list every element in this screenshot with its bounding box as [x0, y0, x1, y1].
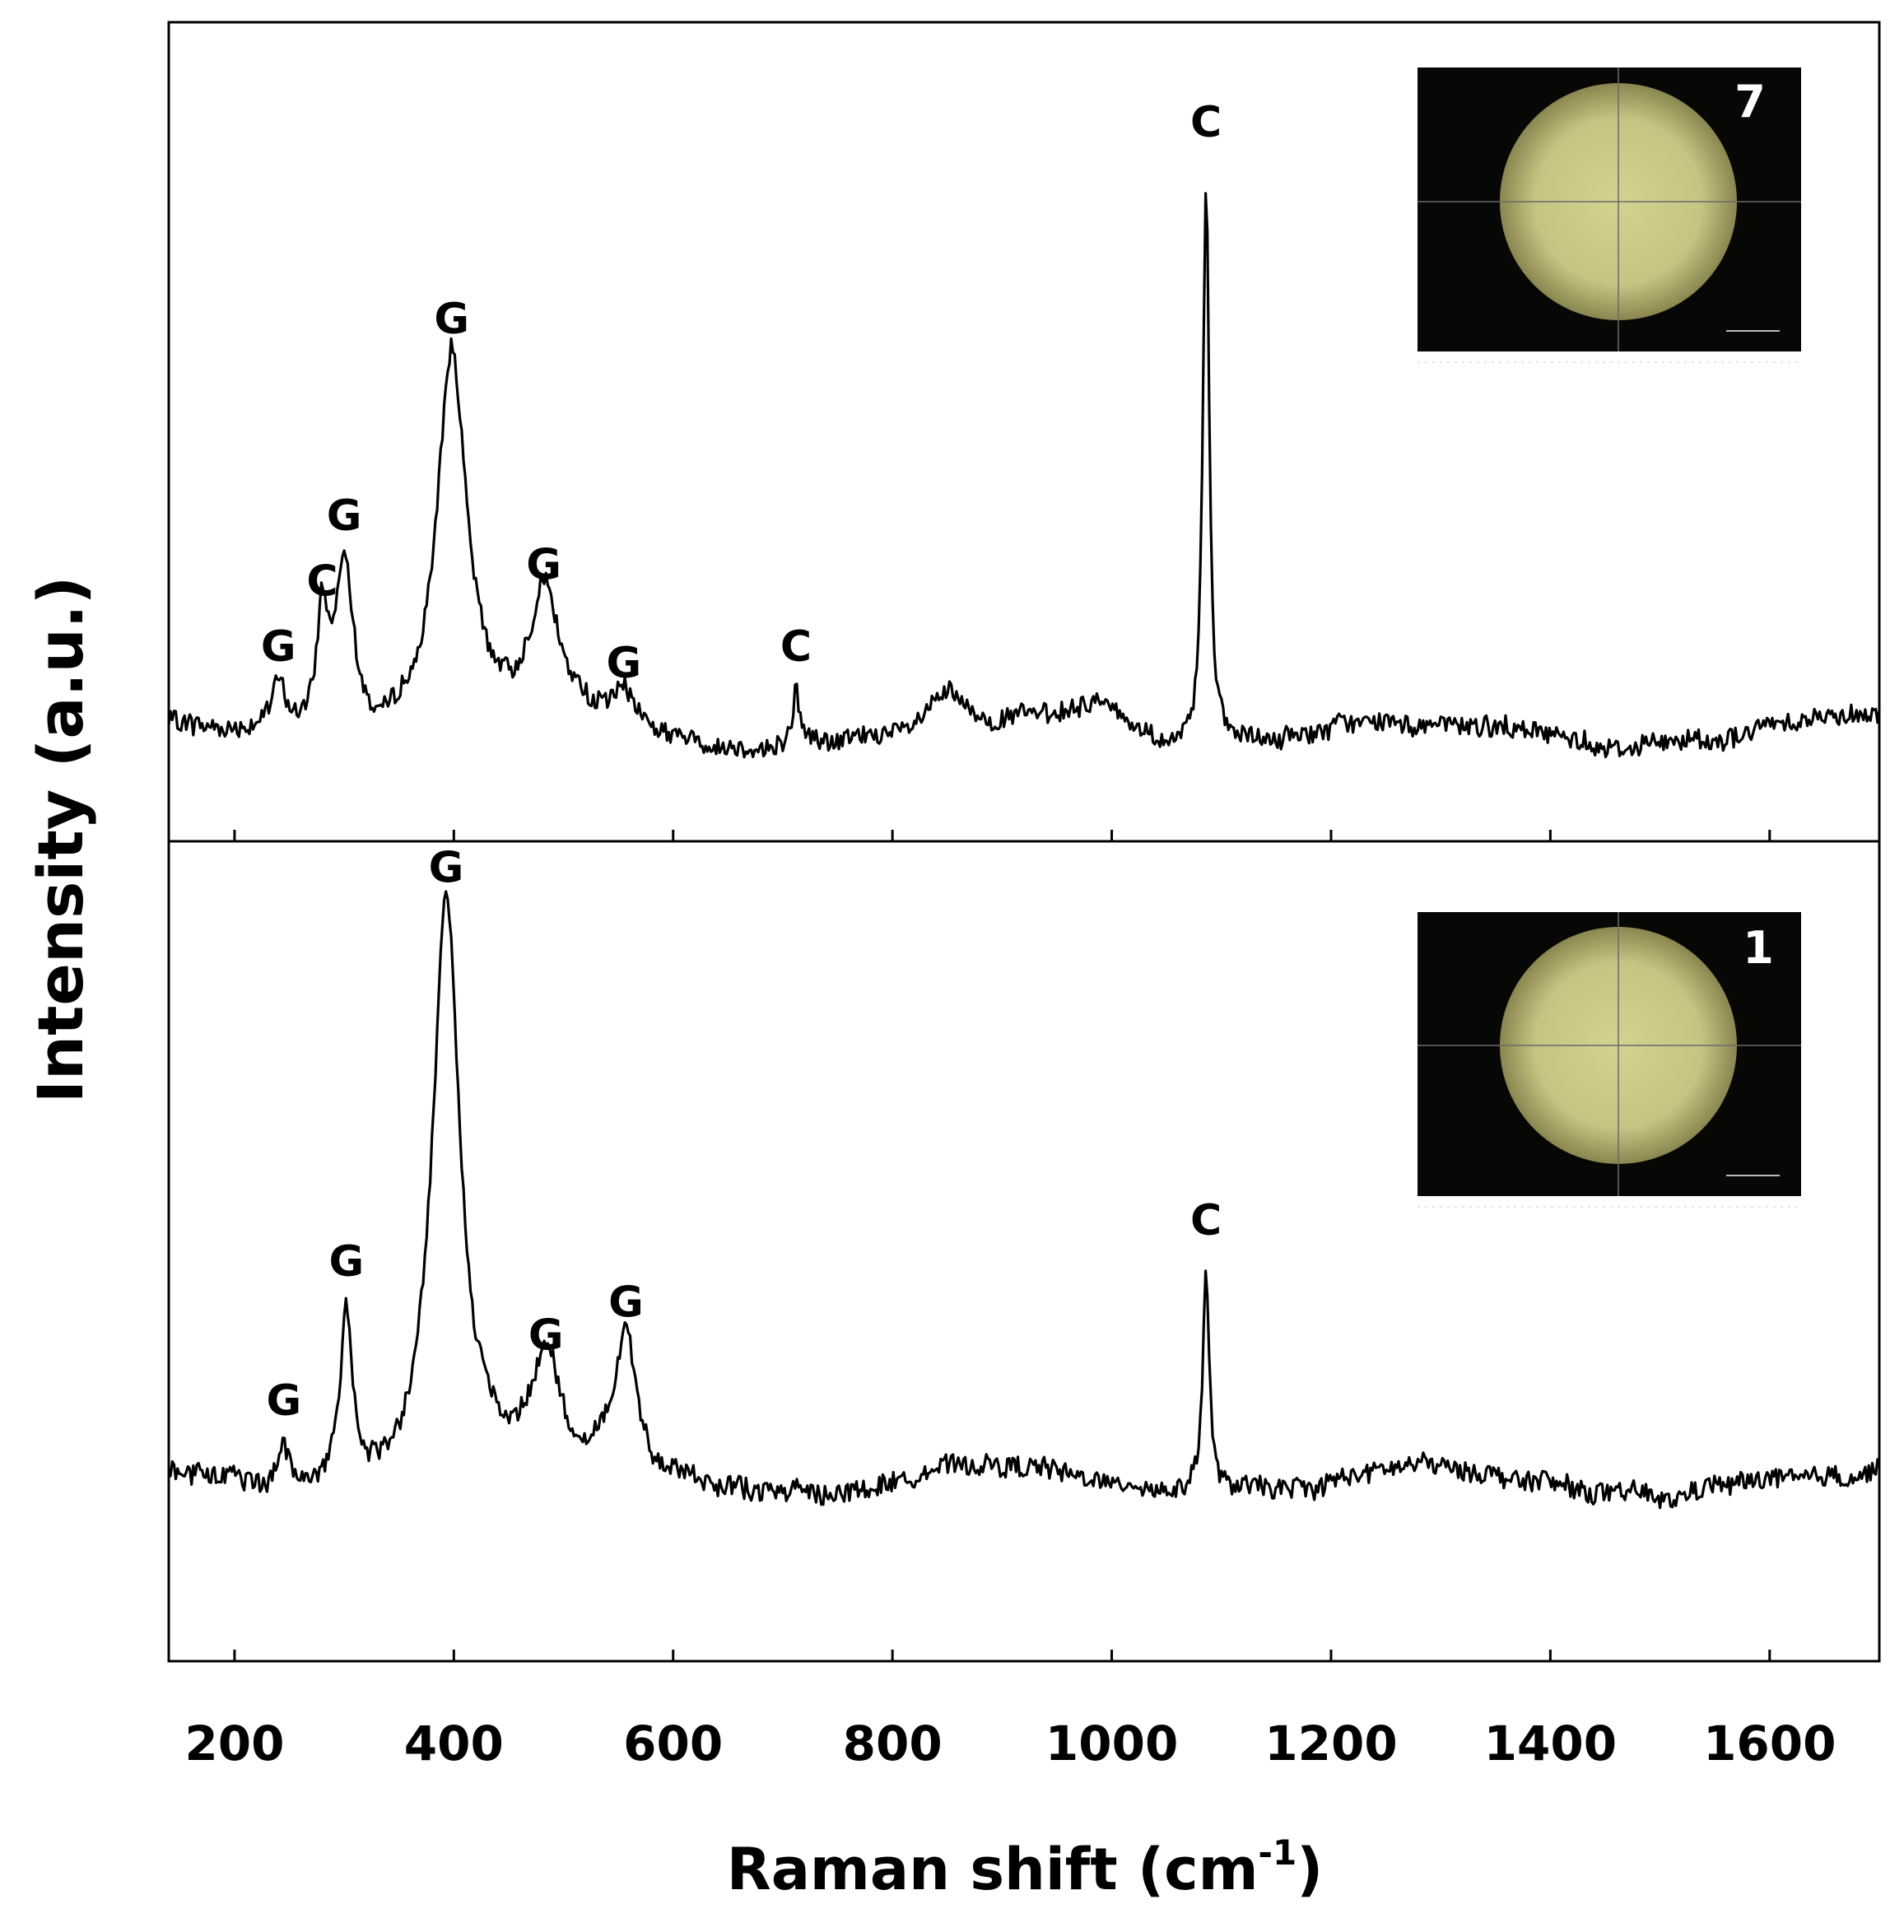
x-axis-label-close: ): [1296, 1836, 1323, 1903]
peak-label: G: [267, 1376, 302, 1426]
spectrum-line-bottom: [167, 890, 1881, 1510]
spectrum-line-top: [167, 192, 1881, 759]
peak-label: G: [606, 639, 641, 688]
x-axis-label: Raman shift (cm-1): [727, 1832, 1323, 1903]
peak-label: G: [261, 622, 296, 672]
peak-label: C: [1190, 98, 1222, 147]
peak-label: C: [306, 556, 338, 606]
peak-label: G: [608, 1278, 644, 1328]
x-tick-label: 200: [184, 1716, 284, 1771]
inset-label-bottom: 1: [1743, 922, 1774, 974]
x-tick-label: 800: [843, 1716, 943, 1771]
inset-label-top: 7: [1734, 76, 1766, 128]
x-tick-label: 1600: [1703, 1716, 1836, 1771]
x-axis-label-main: Raman shift (cm: [727, 1836, 1259, 1903]
x-tick-label: 600: [623, 1716, 723, 1771]
x-tick-label: 400: [404, 1716, 504, 1771]
peak-label: C: [780, 622, 812, 672]
x-tick-label: 1400: [1484, 1716, 1617, 1771]
peak-label: G: [429, 844, 464, 893]
peak-label: G: [434, 295, 469, 344]
inset-image-bottom: 1: [1418, 912, 1801, 1208]
x-axis-label-superscript: -1: [1259, 1832, 1297, 1873]
peak-label: G: [528, 1311, 564, 1360]
peak-label: G: [526, 541, 561, 590]
peak-label: G: [327, 491, 362, 541]
inset-image-top: 7: [1418, 68, 1801, 363]
x-tick-label: 1200: [1264, 1716, 1397, 1771]
x-axis-ticks: 200 400 600 800 1000 1200 1400 1600: [184, 830, 1836, 1771]
x-tick-label: 1000: [1045, 1716, 1178, 1771]
y-axis-label: Intensity (a.u.): [24, 576, 97, 1104]
peak-label: C: [1190, 1196, 1222, 1245]
peak-label: G: [328, 1237, 364, 1287]
